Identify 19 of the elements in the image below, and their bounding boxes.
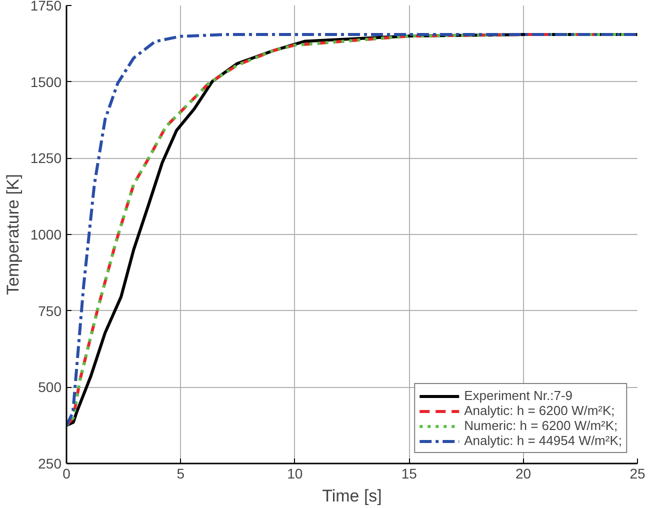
x-tick-label: 5 (176, 466, 185, 482)
y-tick-label: 250 (38, 456, 62, 472)
y-tick-label: 1000 (30, 226, 62, 242)
legend-label: Experiment Nr.:7-9 (464, 388, 572, 403)
legend-label: Analytic: h = 44954 W/m²K; (464, 433, 622, 448)
y-tick-label: 1500 (30, 74, 62, 90)
x-tick-label: 15 (401, 466, 418, 482)
y-tick-label: 1750 (30, 0, 62, 14)
legend-label: Analytic: h = 6200 W/m²K; (464, 403, 615, 418)
y-tick-label: 500 (38, 379, 62, 396)
legend-label: Numeric: h = 6200 W/m²K; (464, 418, 618, 433)
y-tick-label: 1250 (30, 150, 62, 166)
x-tick-label: 10 (287, 466, 303, 482)
x-tick-label: 20 (516, 466, 532, 482)
x-axis-title: Time [s] (322, 486, 382, 506)
x-tick-label: 25 (630, 466, 646, 482)
y-axis-title: Temperature [K] (3, 174, 22, 295)
x-tick-label: 0 (62, 466, 71, 482)
y-tick-label: 750 (38, 302, 62, 319)
